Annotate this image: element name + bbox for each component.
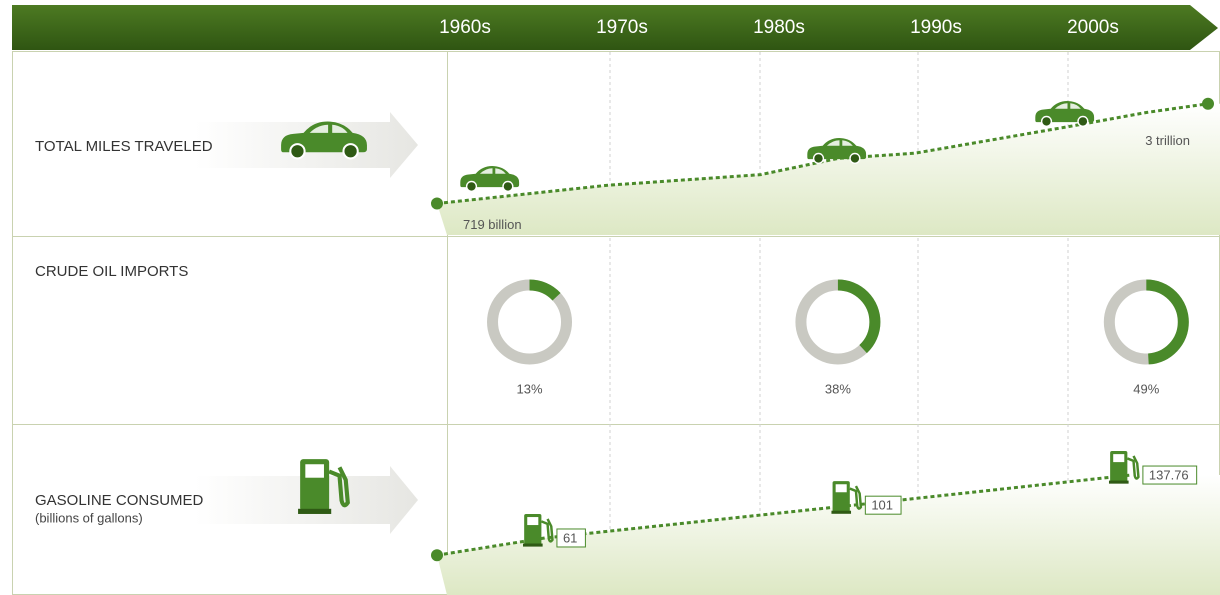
decade-label: 1990s: [910, 17, 962, 38]
row-title: GASOLINE CONSUMED: [35, 492, 204, 509]
start-dot: [431, 197, 443, 210]
value-label: 38%: [825, 381, 851, 396]
donut-segment: [487, 279, 573, 365]
row-subtitle: (billions of gallons): [35, 510, 143, 525]
area: [437, 103, 1220, 235]
header-bar: [12, 5, 1218, 50]
value-box: 137.76: [1142, 465, 1198, 485]
plots: 719 billion 3 trillion 13% 38% 49% 61 101 137.7…: [431, 97, 1220, 595]
row-title: CRUDE OIL IMPORTS: [35, 263, 188, 280]
donut-segment: [795, 279, 881, 365]
decade-label: 2000s: [1067, 17, 1119, 38]
value-box: 101: [864, 495, 902, 515]
value-label: 101: [871, 498, 893, 513]
value-box: 61: [556, 528, 586, 548]
decade-label: 1960s: [439, 17, 491, 38]
label-box: [1142, 465, 1198, 485]
dotted-line: [436, 102, 1209, 206]
value-label: 137.76: [1149, 467, 1189, 482]
decade-label: 1970s: [596, 17, 648, 38]
value-label: 719 billion: [463, 217, 522, 232]
label-box: [864, 495, 902, 515]
end-dot: [1202, 97, 1214, 110]
area: [437, 475, 1220, 595]
row-title: TOTAL MILES TRAVELED: [35, 138, 213, 155]
donut-segment: [1103, 279, 1189, 365]
value-label: 3 trillion: [1145, 133, 1190, 148]
start-dot: [431, 549, 443, 562]
value-label: 13%: [517, 381, 543, 396]
car-icon: [1034, 100, 1095, 127]
decade-label: 1980s: [753, 17, 805, 38]
value-label: 61: [563, 530, 577, 545]
value-label: 49%: [1133, 381, 1159, 396]
label-box: [556, 528, 586, 548]
timeline: 1960s 1970s 1980s 1990s 2000s: [439, 17, 1119, 38]
car-icon: [459, 165, 520, 192]
